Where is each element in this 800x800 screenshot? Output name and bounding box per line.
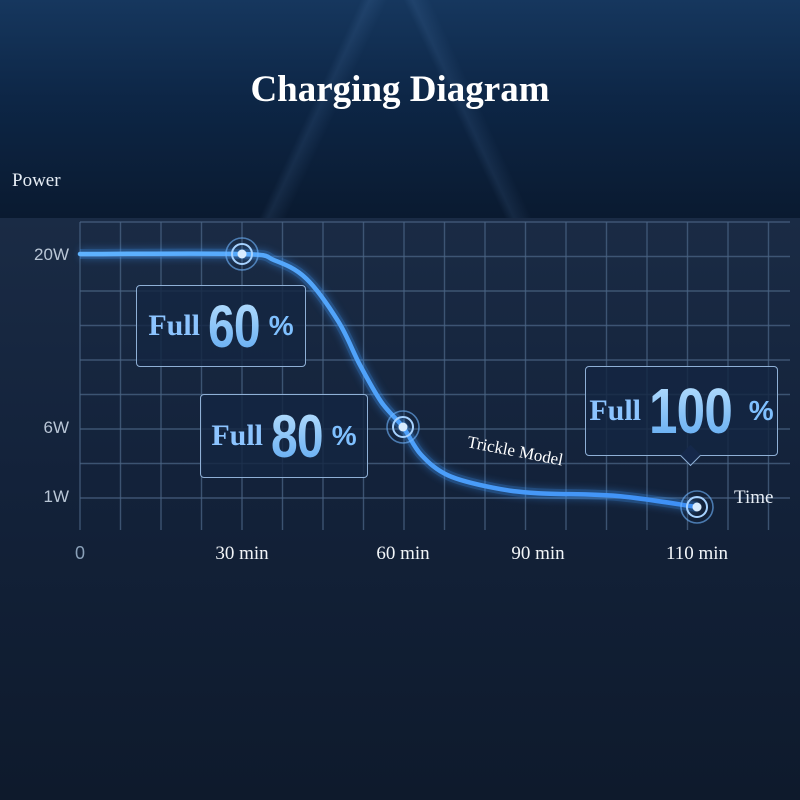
curve-marker [680,490,714,524]
callout-value: 100 [649,375,733,447]
x-tick-label: 110 min [666,543,729,564]
callout-value: 60 [208,292,261,360]
callout-unit: % [331,420,357,451]
y-axis-label: Power [12,170,61,191]
series-line [77,251,700,510]
callout-value: 80 [271,402,324,470]
y-tick-label: 6W [44,418,70,437]
callout-word: Full [589,394,641,427]
x-axis-ticks: 0 30 min 60 min 90 min 110 min [75,543,729,564]
x-tick-label: 30 min [215,543,269,564]
curve-markers [225,237,714,524]
curve-marker [225,237,259,271]
y-tick-label: 20W [34,245,69,264]
x-axis-label: Time [734,487,773,508]
callout-full-80: Full 80 % [200,394,368,478]
callout-unit: % [748,395,774,426]
callout-full-100: Full 100 % [585,366,778,467]
y-axis-ticks: 20W 6W 1W [34,245,69,506]
power-curve-series [77,248,700,512]
callout-full-60: Full 60 % [136,285,306,367]
callout-word: Full [211,419,264,452]
chart-title: Charging Diagram [250,69,550,110]
y-tick-label: 1W [44,487,70,506]
x-tick-label: 0 [75,543,85,563]
chart-background [0,218,800,800]
curve-marker [386,410,420,444]
grid-lines [79,221,790,530]
x-tick-label: 60 min [376,543,430,564]
header-band [0,0,800,218]
callout-unit: % [268,310,294,341]
callout-word: Full [148,309,201,342]
x-tick-label: 90 min [511,543,565,564]
